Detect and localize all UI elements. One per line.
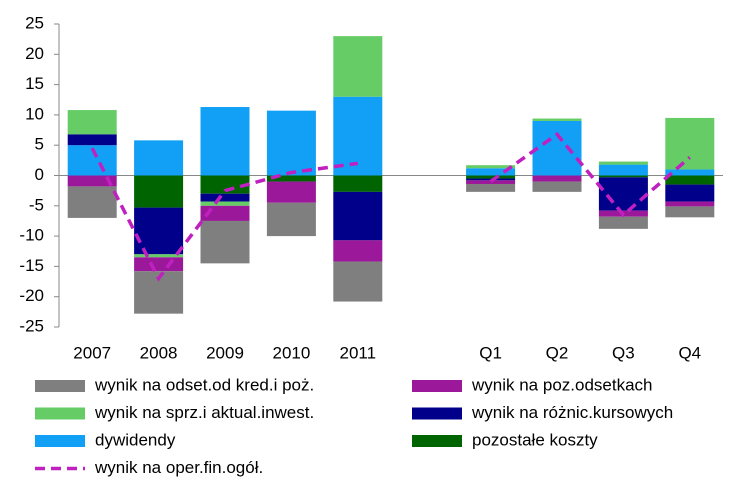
- y-tick-label: 10: [25, 104, 44, 123]
- bar-segment: [532, 175, 582, 182]
- bar-segment: [200, 175, 250, 194]
- legend-swatch: [35, 435, 85, 447]
- bar-segment: [134, 140, 184, 176]
- bar-segment: [333, 240, 383, 262]
- x-tick-label: Q2: [546, 343, 569, 362]
- legend-swatch: [35, 380, 85, 392]
- bar-segment: [200, 107, 250, 176]
- x-tick-label: Q1: [479, 343, 502, 362]
- bar-segment: [598, 164, 648, 176]
- bar-segment: [333, 175, 383, 192]
- bar-segment: [532, 118, 582, 121]
- bar-segment: [333, 191, 383, 241]
- legend-label: wynik na różnic.kursowych: [471, 403, 673, 422]
- bar-segment: [532, 181, 582, 192]
- x-tick-label: 2010: [272, 343, 310, 362]
- y-tick-label: -5: [29, 195, 44, 214]
- legend-label: wynik na poz.odsetkach: [471, 375, 653, 394]
- bar-segment: [134, 257, 184, 272]
- bar-segment: [466, 168, 516, 176]
- y-tick-label: 20: [25, 44, 44, 63]
- bar-segment: [532, 120, 582, 176]
- bar-segment: [266, 181, 316, 203]
- bar-segment: [200, 201, 250, 206]
- y-tick-label: -15: [19, 256, 44, 275]
- legend-swatch: [412, 435, 462, 447]
- bar-segment: [466, 175, 516, 179]
- bar-segment: [134, 254, 184, 258]
- bar-segment: [67, 110, 117, 135]
- y-tick-label: 15: [25, 74, 44, 93]
- x-tick-label: 2008: [140, 343, 178, 362]
- bar-segment: [598, 161, 648, 165]
- bar-segment: [333, 261, 383, 302]
- bar-segment: [266, 202, 316, 237]
- y-tick-label: 5: [35, 135, 44, 154]
- x-tick-label: 2007: [73, 343, 111, 362]
- bar-segment: [466, 165, 516, 169]
- line-series: [90, 131, 691, 282]
- bar-segment: [67, 175, 117, 187]
- y-tick-label: 0: [35, 165, 44, 184]
- legend-label: pozostałe koszty: [472, 430, 598, 449]
- x-tick-label: 2009: [206, 343, 244, 362]
- legend-swatch: [412, 407, 462, 420]
- y-tick-label: 25: [25, 13, 44, 32]
- x-tick-label: 2011: [340, 343, 377, 362]
- bar-segment: [665, 206, 715, 218]
- bar-segment: [200, 220, 250, 264]
- bar-segment: [598, 175, 648, 178]
- bar-segment: [665, 169, 715, 176]
- bar-segment: [333, 36, 383, 97]
- bar-segment: [665, 201, 715, 207]
- x-tick-label: Q3: [612, 343, 635, 362]
- legend-label: dywidendy: [95, 430, 176, 449]
- x-tick-label: Q4: [678, 343, 701, 362]
- bar-segment: [665, 117, 715, 170]
- bar-segment: [466, 180, 516, 184]
- bar-segment: [665, 175, 715, 185]
- bar-segment: [67, 134, 117, 146]
- bar-segment: [67, 186, 117, 218]
- y-tick-label: -10: [19, 226, 44, 245]
- legend-label: wynik na odset.od kred.i poż.: [94, 375, 314, 394]
- bar-segment: [134, 207, 184, 255]
- bar-segment: [466, 183, 516, 192]
- bar-segment: [134, 175, 184, 208]
- bar-segment: [598, 177, 648, 211]
- legend-swatch: [35, 407, 85, 420]
- bar-segment: [333, 96, 383, 176]
- legend-label: wynik na sprz.i aktual.inwest.: [94, 403, 314, 422]
- y-tick-label: -25: [19, 316, 44, 335]
- bar-segment: [266, 175, 316, 182]
- legend-label: wynik na oper.fin.ogół.: [94, 458, 263, 477]
- bar-segment: [200, 193, 250, 202]
- bar-segment: [598, 216, 648, 229]
- bar-segment: [665, 184, 715, 202]
- legend-swatch: [412, 380, 462, 392]
- bar-segment: [266, 110, 316, 176]
- y-tick-label: -20: [19, 286, 44, 305]
